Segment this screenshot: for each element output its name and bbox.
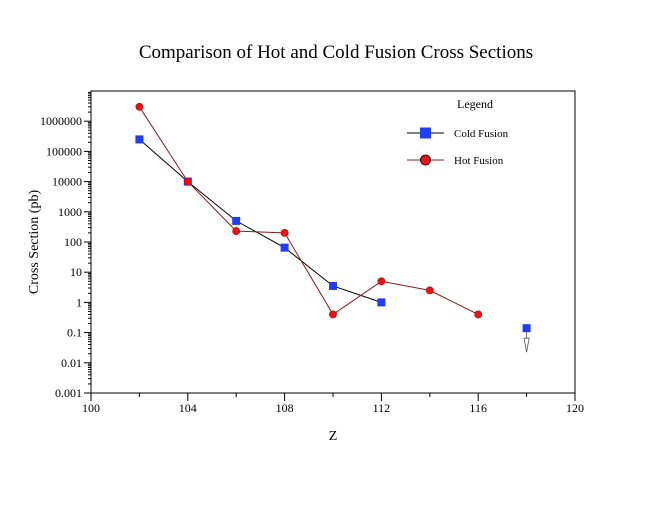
y-tick-label-7: 10000 [52, 175, 82, 189]
legend-label-cold-fusion: Cold Fusion [454, 128, 509, 140]
legend: Legend Cold Fusion Hot Fusion [407, 97, 509, 167]
cold-fusion-point-5 [377, 298, 386, 307]
series-markers [135, 102, 531, 353]
cold-fusion-point-3 [280, 243, 289, 252]
x-tick-label-116: 116 [469, 401, 487, 415]
x-tick-label-112: 112 [373, 401, 391, 415]
y-tick-label-0: 0.001 [55, 386, 82, 400]
legend-title: Legend [457, 97, 493, 111]
series-2-point-0 [522, 324, 531, 333]
hot-fusion-point-3 [280, 229, 289, 237]
cold-fusion-line [139, 139, 382, 303]
legend-label-hot-fusion: Hot Fusion [454, 155, 504, 167]
y-tick-label-1: 0.01 [61, 356, 82, 370]
y-tick-label-8: 100000 [46, 144, 82, 158]
y-tick-label-5: 100 [64, 235, 82, 249]
hot-fusion-line [138, 106, 479, 316]
x-axis-label: Z [329, 429, 338, 444]
cold-fusion-point-0 [135, 135, 144, 144]
hot-fusion-point-6 [425, 286, 434, 295]
axis-ticks: 100 104 108 112 116 120 0.001 0.01 0.1 1 10 100 1000… [40, 91, 584, 415]
hot-fusion-point-0 [135, 102, 144, 111]
x-tick-label-120: 120 [566, 401, 584, 415]
hot-fusion-point-7 [474, 310, 483, 319]
upper-limit-arrow [523, 337, 530, 353]
hot-fusion-point-2 [232, 227, 241, 235]
y-tick-label-9: 1000000 [40, 114, 82, 128]
y-axis-label: Cross Section (pb) [27, 190, 42, 295]
legend-marker-cold-fusion [420, 127, 431, 139]
cold-fusion-point-2 [232, 216, 241, 225]
series-lines [138, 106, 479, 316]
x-tick-label-100: 100 [82, 401, 100, 415]
hot-fusion-point-4 [329, 310, 337, 319]
x-tick-label-108: 108 [276, 401, 294, 415]
chart-title: Comparison of Hot and Cold Fusion Cross … [139, 42, 533, 63]
cold-fusion-point-4 [329, 281, 337, 290]
hot-fusion-point-1 [183, 177, 192, 186]
y-tick-label-6: 1000 [58, 205, 82, 219]
y-tick-label-4: 10 [70, 265, 82, 279]
x-tick-label-104: 104 [179, 401, 197, 415]
y-tick-label-2: 0.1 [67, 326, 82, 340]
y-tick-label-3: 1 [76, 295, 82, 309]
hot-fusion-point-5 [377, 277, 386, 286]
legend-marker-hot-fusion [420, 154, 431, 166]
